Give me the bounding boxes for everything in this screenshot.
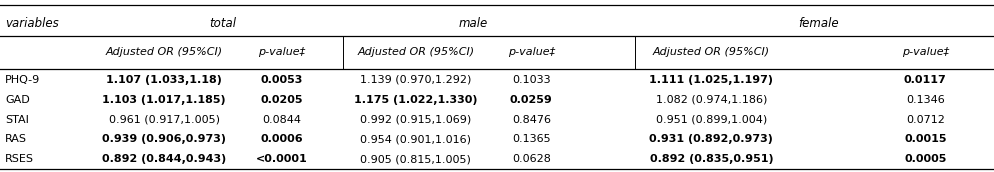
Text: 1.103 (1.017,1.185): 1.103 (1.017,1.185) bbox=[102, 95, 226, 105]
Text: total: total bbox=[209, 17, 237, 30]
Text: 0.1365: 0.1365 bbox=[512, 134, 550, 144]
Text: 0.905 (0.815,1.005): 0.905 (0.815,1.005) bbox=[360, 154, 471, 164]
Text: p-value‡: p-value‡ bbox=[507, 47, 555, 57]
Text: 0.939 (0.906,0.973): 0.939 (0.906,0.973) bbox=[102, 134, 226, 144]
Text: GAD: GAD bbox=[5, 95, 30, 105]
Text: 1.107 (1.033,1.18): 1.107 (1.033,1.18) bbox=[106, 75, 222, 85]
Text: 1.175 (1.022,1.330): 1.175 (1.022,1.330) bbox=[354, 95, 477, 105]
Text: RAS: RAS bbox=[5, 134, 27, 144]
Text: p-value‡: p-value‡ bbox=[901, 47, 948, 57]
Text: 0.954 (0.901,1.016): 0.954 (0.901,1.016) bbox=[360, 134, 471, 144]
Text: 0.1346: 0.1346 bbox=[906, 95, 943, 105]
Text: 1.139 (0.970,1.292): 1.139 (0.970,1.292) bbox=[360, 75, 471, 85]
Text: Adjusted OR (95%CI): Adjusted OR (95%CI) bbox=[652, 47, 769, 57]
Text: male: male bbox=[458, 17, 488, 30]
Text: 0.0712: 0.0712 bbox=[905, 115, 944, 125]
Text: 1.111 (1.025,1.197): 1.111 (1.025,1.197) bbox=[649, 75, 772, 85]
Text: variables: variables bbox=[5, 17, 59, 30]
Text: female: female bbox=[797, 17, 838, 30]
Text: 0.0005: 0.0005 bbox=[904, 154, 945, 164]
Text: 0.0015: 0.0015 bbox=[904, 134, 945, 144]
Text: Adjusted OR (95%CI): Adjusted OR (95%CI) bbox=[105, 47, 223, 57]
Text: RSES: RSES bbox=[5, 154, 34, 164]
Text: 0.892 (0.844,0.943): 0.892 (0.844,0.943) bbox=[102, 154, 226, 164]
Text: 0.951 (0.899,1.004): 0.951 (0.899,1.004) bbox=[655, 115, 766, 125]
Text: 0.892 (0.835,0.951): 0.892 (0.835,0.951) bbox=[649, 154, 772, 164]
Text: 1.082 (0.974,1.186): 1.082 (0.974,1.186) bbox=[655, 95, 766, 105]
Text: <0.0001: <0.0001 bbox=[255, 154, 307, 164]
Text: 0.0205: 0.0205 bbox=[260, 95, 302, 105]
Text: 0.961 (0.917,1.005): 0.961 (0.917,1.005) bbox=[108, 115, 220, 125]
Text: 0.0053: 0.0053 bbox=[260, 75, 302, 85]
Text: Adjusted OR (95%CI): Adjusted OR (95%CI) bbox=[357, 47, 474, 57]
Text: 0.0117: 0.0117 bbox=[904, 75, 945, 85]
Text: 0.0628: 0.0628 bbox=[511, 154, 551, 164]
Text: PHQ-9: PHQ-9 bbox=[5, 75, 40, 85]
Text: STAI: STAI bbox=[5, 115, 29, 125]
Text: 0.992 (0.915,1.069): 0.992 (0.915,1.069) bbox=[360, 115, 471, 125]
Text: 0.1033: 0.1033 bbox=[512, 75, 550, 85]
Text: 0.0006: 0.0006 bbox=[260, 134, 302, 144]
Text: 0.0844: 0.0844 bbox=[261, 115, 301, 125]
Text: 0.0259: 0.0259 bbox=[510, 95, 552, 105]
Text: 0.8476: 0.8476 bbox=[511, 115, 551, 125]
Text: p-value‡: p-value‡ bbox=[257, 47, 305, 57]
Text: 0.931 (0.892,0.973): 0.931 (0.892,0.973) bbox=[649, 134, 772, 144]
